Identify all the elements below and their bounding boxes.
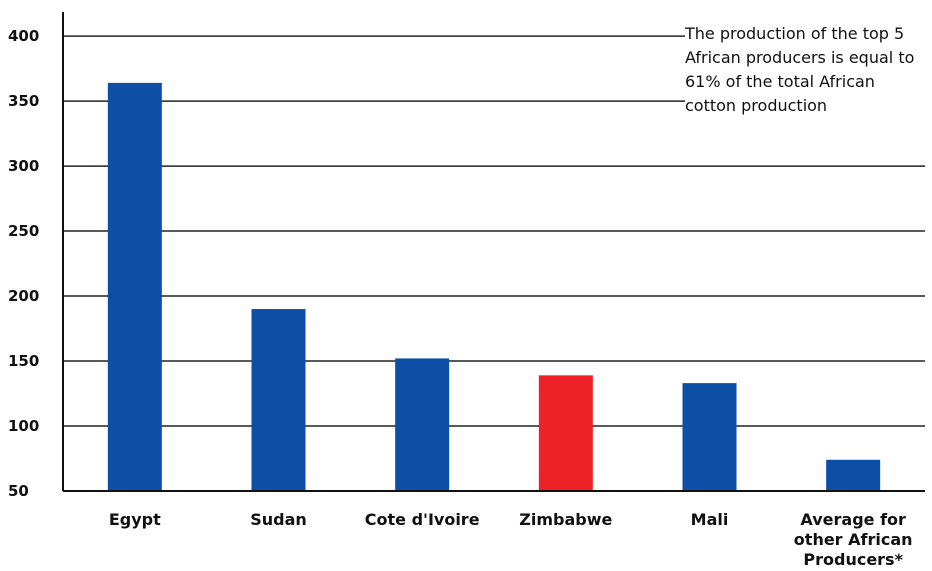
x-category-label-line: other African bbox=[794, 530, 913, 549]
bar-average-for-other-african-producers bbox=[826, 459, 881, 491]
gridlines bbox=[63, 35, 925, 427]
x-category-label: Egypt bbox=[109, 510, 161, 529]
x-category-label-line: Egypt bbox=[109, 510, 161, 529]
y-axis-tick-labels: 400 350 300 250 200 150 100 50 bbox=[8, 27, 39, 500]
x-category-label: Zimbabwe bbox=[519, 510, 612, 529]
x-category-label-line: Mali bbox=[691, 510, 729, 529]
bars bbox=[107, 82, 881, 491]
x-category-label-line: Zimbabwe bbox=[519, 510, 612, 529]
y-tick-label: 400 bbox=[8, 27, 39, 45]
x-category-label: Mali bbox=[691, 510, 729, 529]
x-category-label: Average for other African Producers* bbox=[794, 510, 913, 569]
bar-sudan bbox=[251, 309, 306, 491]
x-category-label-line: Cote d'Ivoire bbox=[365, 510, 480, 529]
y-tick-label: 50 bbox=[8, 482, 29, 500]
x-category-label-line: Sudan bbox=[250, 510, 307, 529]
bar-mali bbox=[682, 383, 737, 491]
x-category-label-line: Average for bbox=[800, 510, 906, 529]
y-tick-label: 150 bbox=[8, 352, 39, 370]
bar-egypt bbox=[107, 82, 162, 491]
x-category-label: Sudan bbox=[250, 510, 307, 529]
y-tick-label: 250 bbox=[8, 222, 39, 240]
chart-annotation: The production of the top 5 African prod… bbox=[685, 22, 925, 118]
x-axis-category-labels: Egypt Sudan Cote d'Ivoire Zimbabwe Mali Avera… bbox=[109, 510, 913, 569]
y-tick-label: 300 bbox=[8, 157, 39, 175]
bar-cote-d-ivoire bbox=[395, 358, 450, 491]
y-tick-label: 100 bbox=[8, 417, 39, 435]
x-category-label: Cote d'Ivoire bbox=[365, 510, 480, 529]
y-tick-label: 200 bbox=[8, 287, 39, 305]
x-category-label-line: Producers* bbox=[803, 550, 903, 569]
bar-zimbabwe bbox=[538, 375, 593, 491]
y-tick-label: 350 bbox=[8, 92, 39, 110]
